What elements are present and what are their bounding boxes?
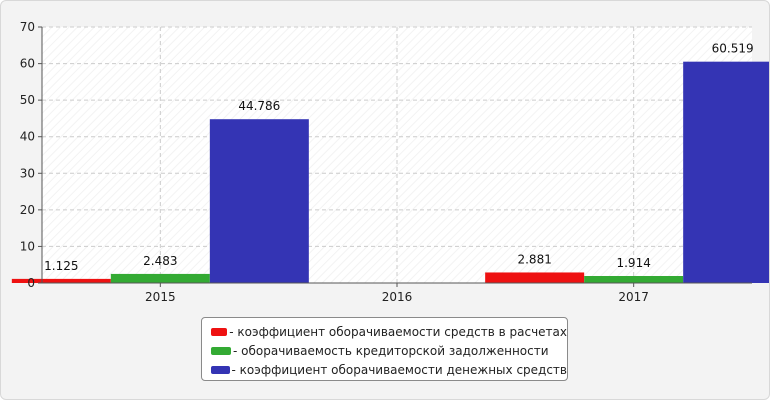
y-tick-label: 30	[20, 166, 35, 180]
x-tick-label: 2017	[618, 290, 649, 301]
bar-value-label: 1.125	[44, 259, 78, 273]
legend-item: - коэффициент оборачиваемости денежных с…	[211, 360, 567, 379]
bar-value-label: 44.786	[238, 99, 280, 113]
y-tick-label: 10	[20, 239, 35, 253]
labels: 0 10 20 30 40 50 60 70 1.125 2.881 2.483 1.914 44.78…	[20, 20, 754, 301]
bar-value-label: 2.881	[517, 252, 551, 266]
legend-swatch-green	[211, 346, 231, 355]
legend-label: - коэффициент оборачиваемости денежных с…	[231, 362, 568, 377]
legend-swatch-red	[211, 327, 228, 336]
legend-label: - оборачиваемость кредиторской задолженн…	[233, 343, 549, 358]
y-tick-label: 60	[20, 57, 35, 71]
bar-value-label: 60.519	[712, 42, 754, 56]
bar	[485, 272, 585, 283]
legend-label: - коэффициент оборачиваемости средств в …	[229, 324, 567, 339]
x-tick-label: 2015	[145, 290, 176, 301]
y-tick-label: 70	[20, 20, 35, 34]
grid-lines	[42, 26, 752, 283]
legend-item: - оборачиваемость кредиторской задолженн…	[211, 341, 567, 360]
y-tick-label: 0	[27, 276, 35, 290]
bar	[584, 276, 684, 283]
axes	[38, 26, 752, 287]
y-tick-label: 40	[20, 130, 35, 144]
x-tick-label: 2016	[382, 290, 413, 301]
y-tick-label: 20	[20, 203, 35, 217]
legend-item: - коэффициент оборачиваемости средств в …	[211, 322, 567, 341]
bar-value-label: 2.483	[143, 254, 177, 268]
bar	[11, 278, 111, 283]
bar	[209, 119, 309, 283]
bar-value-label: 1.914	[616, 256, 650, 270]
bar	[110, 273, 210, 283]
y-tick-label: 50	[20, 93, 35, 107]
legend: - коэффициент оборачиваемости средств в …	[201, 317, 568, 381]
legend-swatch-blue	[211, 365, 230, 374]
bar-chart: 0 10 20 30 40 50 60 70 1.125 2.881 2.483 1.914 44.78…	[11, 20, 769, 301]
bar	[683, 61, 769, 283]
bars	[11, 61, 769, 283]
